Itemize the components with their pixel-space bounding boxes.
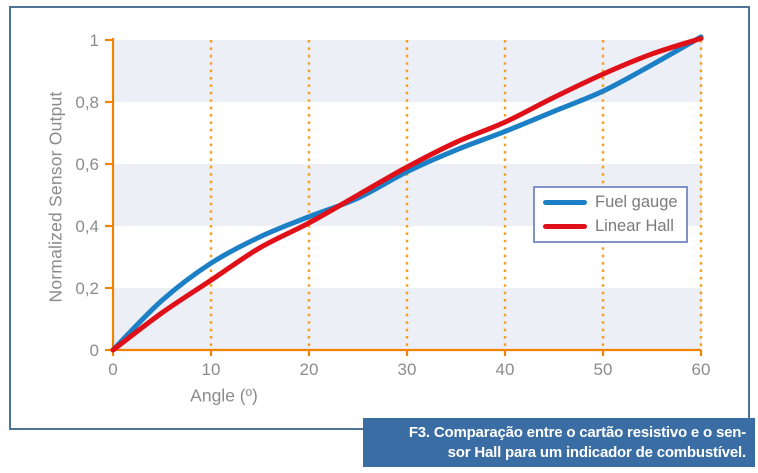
svg-text:20: 20 [300,360,319,379]
legend-item-fuel-gauge: Fuel gauge [543,193,686,212]
figure-caption: F3. Comparação entre o cartão resistivo … [363,418,755,467]
svg-text:0,8: 0,8 [75,93,99,112]
svg-text:60: 60 [692,360,711,379]
svg-text:40: 40 [496,360,515,379]
caption-line-2: sor Hall para um indicador de combustíve… [447,443,747,461]
legend-label-fuel-gauge: Fuel gauge [595,193,678,211]
caption-line-1: F3. Comparação entre o cartão resistivo … [408,424,746,441]
linear-hall-line-swatch [543,224,587,229]
svg-text:0,2: 0,2 [75,279,99,298]
svg-text:0,4: 0,4 [75,217,99,236]
svg-text:10: 10 [202,360,221,379]
legend-label-linear-hall: Linear Hall [595,217,674,235]
legend-item-linear-hall: Linear Hall [543,217,686,236]
y-axis-title: Normalized Sensor Output [45,91,66,303]
svg-text:30: 30 [398,360,417,379]
svg-text:0: 0 [90,341,99,360]
fuel-gauge-line-swatch [543,200,587,205]
svg-text:0,6: 0,6 [75,155,99,174]
svg-text:1: 1 [90,31,99,50]
svg-text:0: 0 [108,360,117,379]
legend: Fuel gauge Linear Hall [533,186,688,243]
svg-text:50: 50 [594,360,613,379]
x-axis-title: Angle (º) [190,385,258,406]
